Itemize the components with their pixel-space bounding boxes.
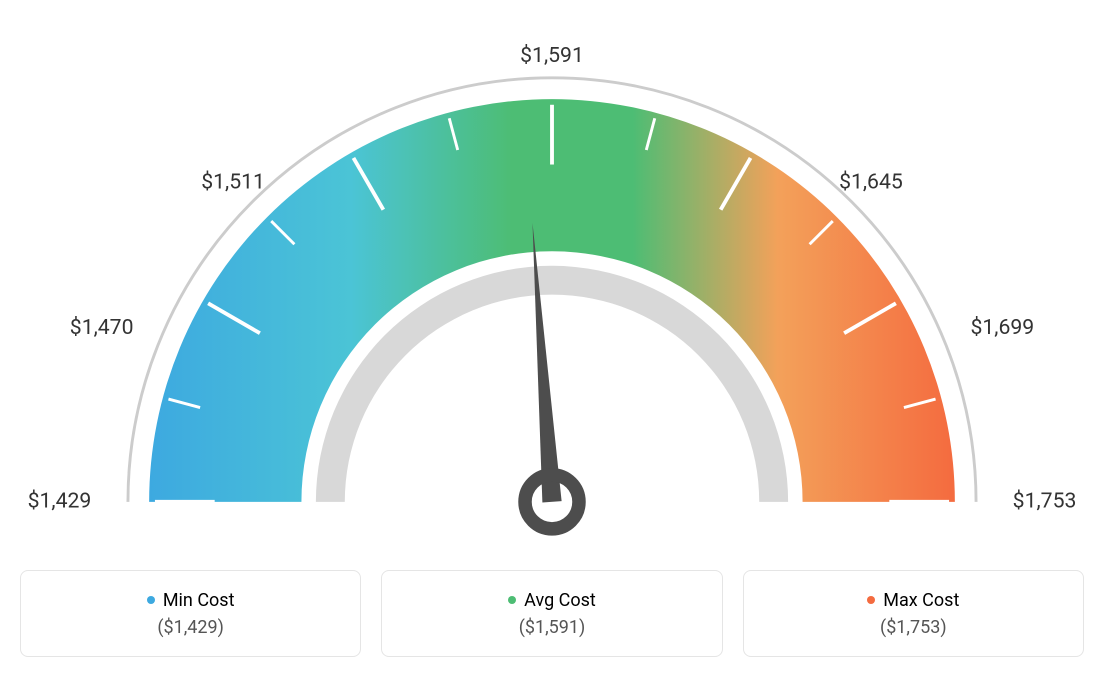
legend-dot-max [867,596,875,604]
legend-value-max: ($1,753) [764,617,1063,638]
legend-title-avg: Avg Cost [524,590,596,611]
svg-text:$1,645: $1,645 [839,170,903,195]
legend-value-min: ($1,429) [41,617,340,638]
gauge-chart: $1,429 $1,470 $1,511 $1,591 $1,645 $1,699 $1,7… [20,20,1084,550]
legend-value-avg: ($1,591) [402,617,701,638]
svg-text:$1,591: $1,591 [520,43,584,68]
svg-text:$1,429: $1,429 [28,488,92,513]
svg-text:$1,699: $1,699 [970,315,1034,340]
cost-gauge-widget: $1,429 $1,470 $1,511 $1,591 $1,645 $1,699 $1,7… [20,20,1084,657]
svg-text:$1,511: $1,511 [201,170,265,195]
svg-text:$1,753: $1,753 [1013,488,1077,513]
legend-card-max: Max Cost ($1,753) [743,570,1084,657]
legend-row: Min Cost ($1,429) Avg Cost ($1,591) Max … [20,570,1084,657]
legend-dot-min [147,596,155,604]
legend-card-min: Min Cost ($1,429) [20,570,361,657]
legend-dot-avg [508,596,516,604]
legend-title-min: Min Cost [163,590,235,611]
legend-card-avg: Avg Cost ($1,591) [381,570,722,657]
svg-text:$1,470: $1,470 [70,315,134,340]
legend-title-max: Max Cost [883,590,959,611]
